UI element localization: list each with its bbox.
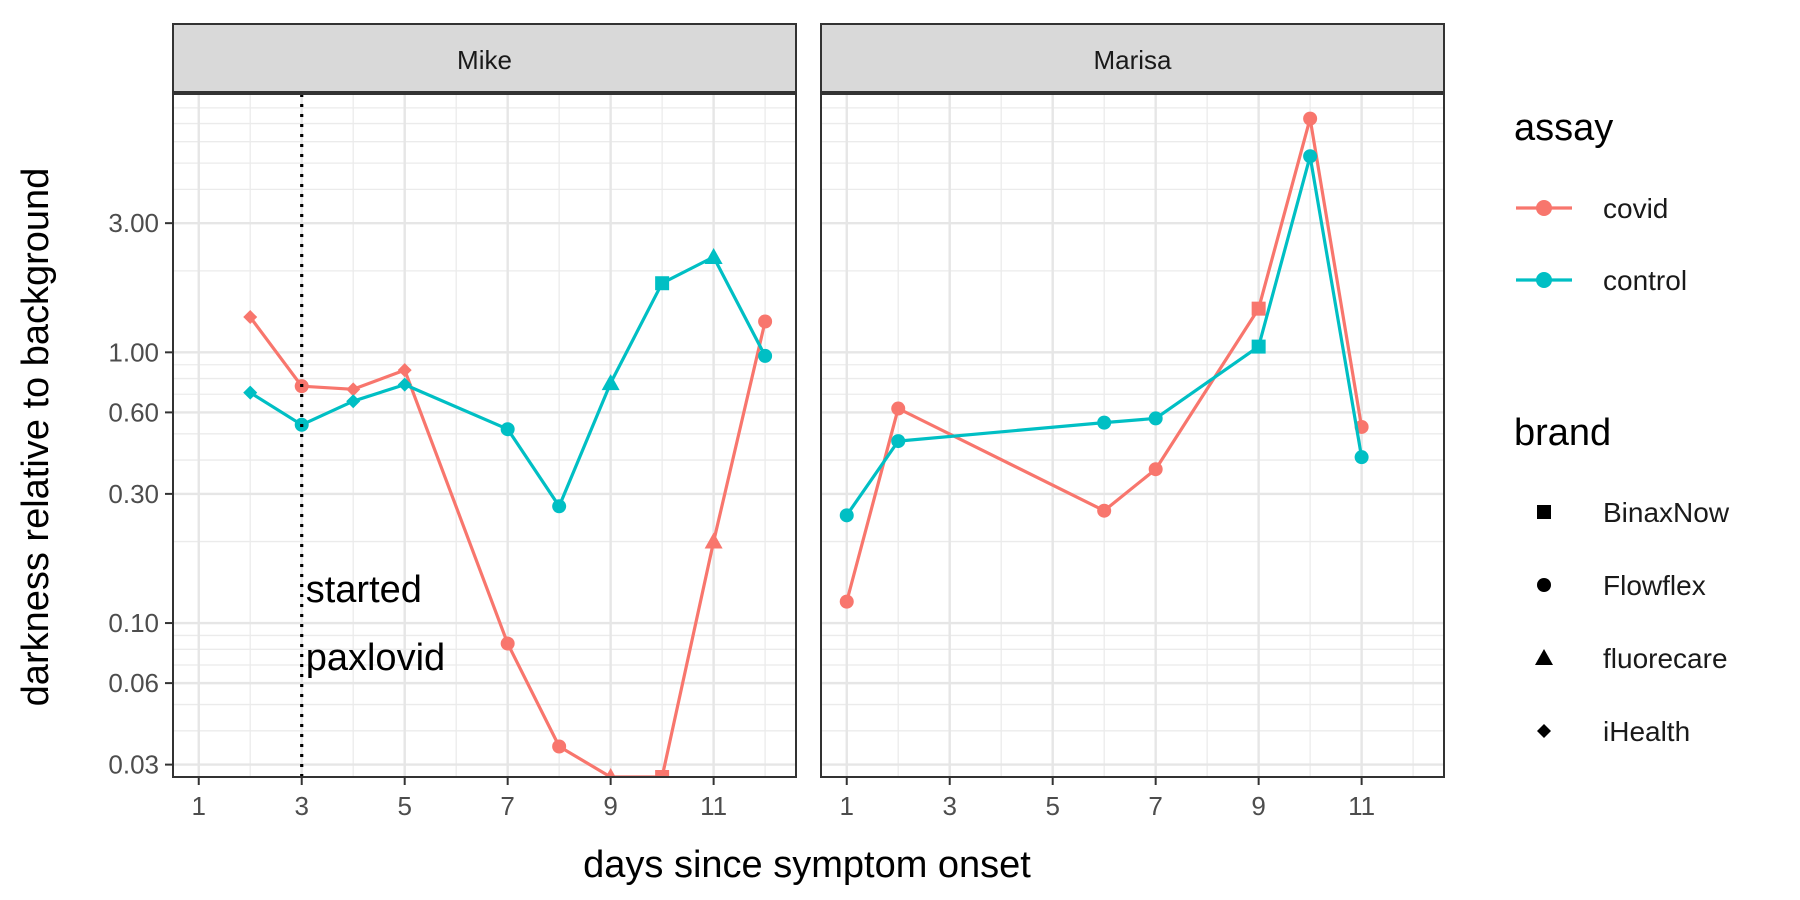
- x-tick-label: 9: [1251, 791, 1265, 821]
- data-point-control: [1148, 411, 1163, 426]
- series-layer: [243, 247, 773, 777]
- series-layer: [839, 111, 1369, 609]
- data-point-control: [1097, 415, 1112, 430]
- y-tick-label: 0.30: [108, 479, 159, 509]
- data-point-control: [346, 394, 361, 409]
- legend-label-binaxnow: BinaxNow: [1603, 497, 1730, 528]
- data-point-control: [1303, 149, 1318, 164]
- x-tick-label: 3: [942, 791, 956, 821]
- legend-key-square: [1537, 505, 1551, 519]
- legend-layer: assay covid control brand BinaxNow Flowflex fl…: [1514, 107, 1730, 747]
- data-point-control: [891, 434, 906, 449]
- data-point-covid: [500, 636, 515, 651]
- annotation-text-line: paxlovid: [306, 637, 445, 679]
- x-axis-title: days since symptom onset: [583, 844, 1031, 886]
- data-point-control: [704, 247, 723, 264]
- panel-background: [173, 94, 796, 777]
- strip-label-marisa: Marisa: [1093, 45, 1172, 75]
- data-point-covid: [346, 382, 361, 397]
- data-point-covid: [1251, 301, 1266, 316]
- data-point-covid: [1303, 111, 1318, 126]
- data-point-covid: [891, 401, 906, 416]
- data-point-control: [758, 348, 773, 363]
- legend-key-point-covid: [1536, 200, 1552, 216]
- legend-key-triangle: [1535, 649, 1553, 665]
- data-point-control: [839, 508, 854, 523]
- x-tick-label: 7: [500, 791, 514, 821]
- legend-label-covid: covid: [1603, 193, 1668, 224]
- x-tick-label: 7: [1148, 791, 1162, 821]
- data-point-control: [655, 276, 670, 291]
- panels-layer: started paxlovid Mike 1 3 5 7 9 11 0.03 0.06 0.10 0.…: [108, 23, 1445, 821]
- x-tick-label: 11: [700, 791, 727, 821]
- data-point-covid: [552, 739, 567, 754]
- legend-label-flowflex: Flowflex: [1603, 570, 1706, 601]
- data-point-covid: [1148, 462, 1163, 477]
- panel-border: [820, 93, 1445, 778]
- data-point-covid: [655, 770, 670, 777]
- series-line-control: [249, 255, 767, 508]
- data-point-covid: [704, 532, 723, 549]
- data-point-control: [397, 377, 412, 392]
- y-tick-label: 0.10: [108, 608, 159, 638]
- panel-mike: started paxlovid Mike 1 3 5 7 9 11 0.03 0.06 0.10 0.…: [108, 23, 797, 821]
- legend-key-point-control: [1536, 272, 1552, 288]
- data-point-covid: [397, 363, 412, 378]
- legend-key-circle: [1537, 578, 1551, 592]
- x-tick-label: 1: [192, 791, 206, 821]
- x-tick-label: 3: [294, 791, 308, 821]
- x-tick-label: 11: [1348, 791, 1375, 821]
- x-tick-label: 1: [840, 791, 854, 821]
- legend-label-ihealth: iHealth: [1603, 716, 1690, 747]
- legend-title-brand: brand: [1514, 412, 1611, 454]
- legend-title-assay: assay: [1514, 107, 1613, 149]
- data-point-covid: [1097, 503, 1112, 518]
- data-point-control: [1251, 339, 1266, 354]
- data-point-control: [1354, 450, 1369, 465]
- x-tick-label: 5: [397, 791, 411, 821]
- data-point-covid: [605, 768, 616, 777]
- legend-key-diamond: [1537, 724, 1551, 738]
- x-tick-label: 9: [603, 791, 617, 821]
- data-point-covid: [243, 310, 258, 325]
- strip-background: [820, 23, 1445, 93]
- panel-background: [821, 94, 1444, 777]
- legend-label-fluorecare: fluorecare: [1603, 643, 1728, 674]
- panel-border: [172, 93, 797, 778]
- data-point-covid: [758, 314, 773, 329]
- data-point-covid: [839, 594, 854, 609]
- y-tick-label: 0.06: [108, 668, 159, 698]
- y-tick-label: 1.00: [108, 337, 159, 367]
- data-point-control: [601, 374, 620, 391]
- strip-label-mike: Mike: [457, 45, 512, 75]
- annotation-text-line: started: [306, 569, 422, 611]
- panel-marisa: Marisa 1 3 5 7 9 11: [820, 23, 1445, 821]
- data-point-control: [243, 385, 258, 400]
- x-tick-label: 5: [1045, 791, 1059, 821]
- y-tick-label: 0.03: [108, 750, 159, 780]
- data-point-control: [552, 499, 567, 514]
- y-axis-title: darkness relative to background: [15, 168, 57, 707]
- strip-background: [172, 23, 797, 93]
- y-tick-label: 3.00: [108, 208, 159, 238]
- legend-label-control: control: [1603, 265, 1687, 296]
- y-tick-label: 0.60: [108, 397, 159, 427]
- data-point-control: [500, 422, 515, 437]
- series-line-covid: [248, 316, 767, 777]
